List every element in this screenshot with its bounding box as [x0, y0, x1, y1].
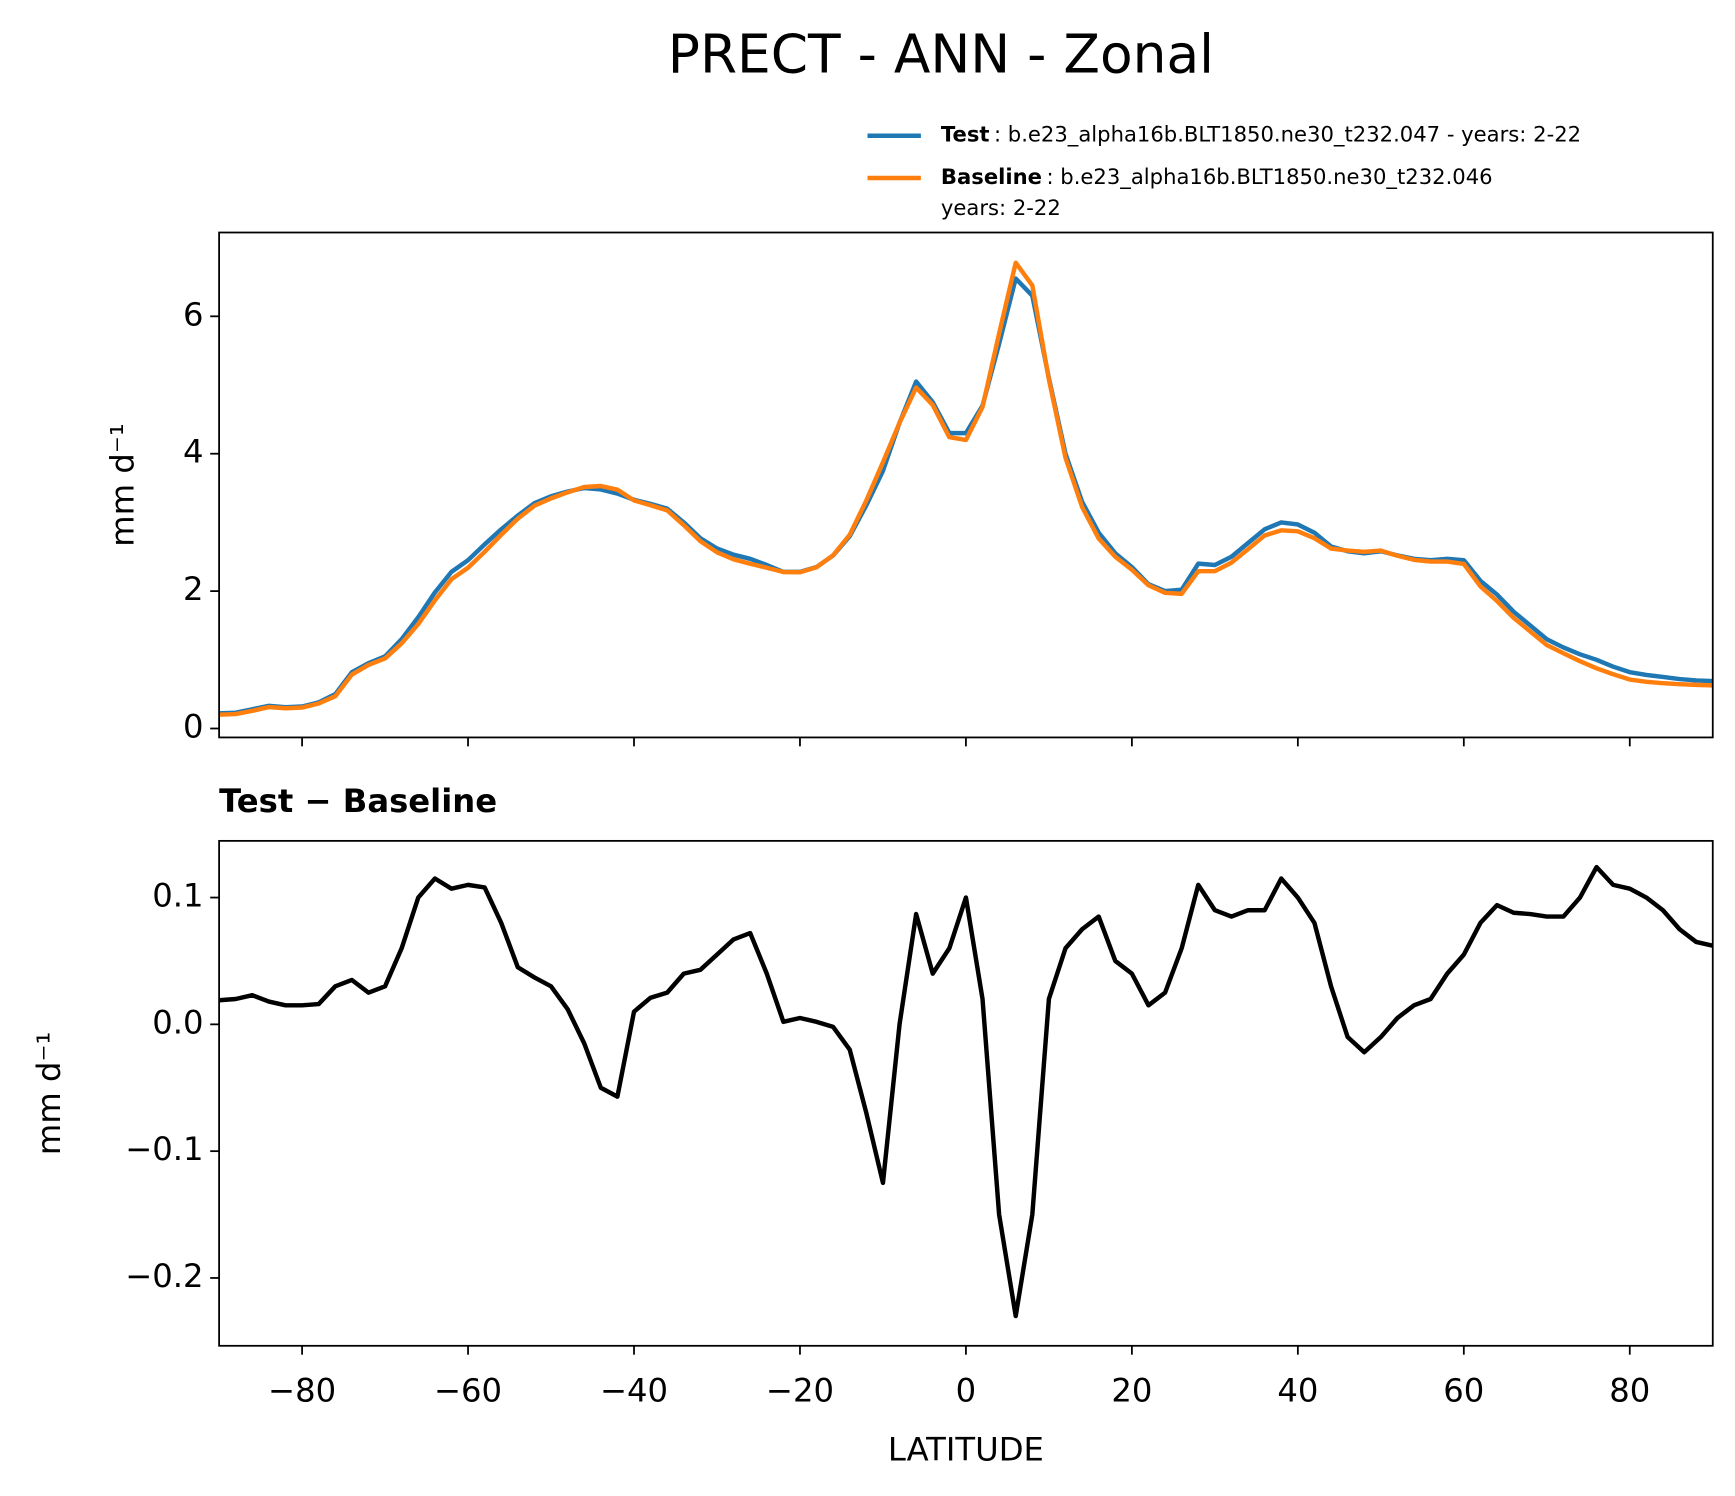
subplot-title: Test − Baseline: [219, 782, 497, 820]
y-tick-label: −0.1: [125, 1130, 203, 1168]
x-tick-label: 60: [1443, 1372, 1484, 1410]
y-axis-label: mm d⁻¹: [104, 423, 142, 547]
x-tick-label: −20: [766, 1372, 834, 1410]
y-tick-label: 0: [183, 708, 204, 746]
data-line: [219, 260, 1713, 717]
x-axis-label: LATITUDE: [888, 1430, 1044, 1468]
y-axis-label: mm d⁻¹: [30, 1032, 68, 1156]
y-tick-label: 0.1: [152, 877, 203, 915]
plot-frame: [218, 839, 1714, 1347]
x-tick-label: 20: [1111, 1372, 1152, 1410]
legend-description: years: 2-22: [941, 195, 1061, 220]
legend-name: Baseline: [941, 164, 1042, 189]
y-tick-label: 2: [183, 570, 204, 608]
y-tick-label: 0.0: [152, 1003, 203, 1041]
legend-description: : b.e23_alpha16b.BLT1850.ne30_t232.046: [1046, 164, 1492, 190]
y-tick-label: 6: [183, 295, 204, 333]
legend-entry: Test: b.e23_alpha16b.BLT1850.ne30_t232.0…: [941, 122, 1581, 148]
legend-name: Test: [941, 122, 990, 147]
x-tick-label: −60: [434, 1372, 502, 1410]
figure-title: PRECT - ANN - Zonal: [668, 23, 1214, 86]
legend-description: : b.e23_alpha16b.BLT1850.ne30_t232.047 -…: [994, 122, 1581, 148]
data-line: [219, 276, 1713, 716]
y-tick-label: 4: [183, 433, 204, 471]
x-tick-label: 40: [1277, 1372, 1318, 1410]
plot-frame: [218, 231, 1714, 739]
legend-entry: Baseline: b.e23_alpha16b.BLT1850.ne30_t2…: [941, 164, 1493, 190]
y-tick-label: −0.2: [125, 1257, 203, 1295]
data-line: [219, 864, 1713, 1319]
x-tick-label: 0: [956, 1372, 977, 1410]
x-tick-label: −40: [600, 1372, 668, 1410]
x-tick-label: 80: [1609, 1372, 1650, 1410]
x-tick-label: −80: [268, 1372, 336, 1410]
